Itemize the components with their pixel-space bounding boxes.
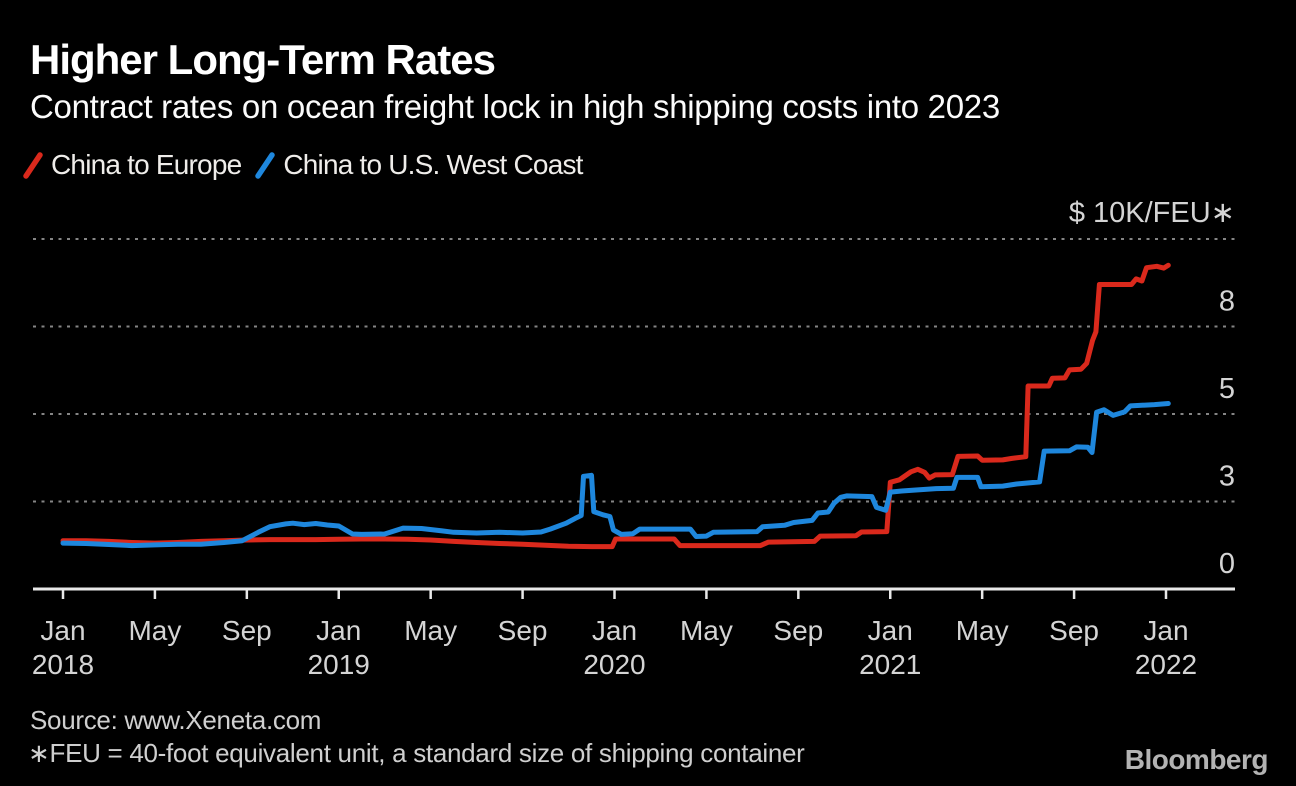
x-tick-label: Sep bbox=[498, 615, 548, 646]
legend-label-china-to-europe: China to Europe bbox=[51, 149, 242, 180]
x-tick-year-label: 2018 bbox=[32, 649, 94, 680]
footnote: ∗FEU = 40-foot equivalent unit, a standa… bbox=[28, 738, 805, 768]
x-tick-label: Sep bbox=[1049, 615, 1099, 646]
y-tick-label: 8 bbox=[1219, 286, 1235, 318]
legend-label-china-to-us-west-coast: China to U.S. West Coast bbox=[283, 149, 583, 180]
y-tick-label: 0 bbox=[1219, 548, 1235, 580]
series-line-china-to-europe bbox=[60, 262, 1171, 550]
x-tick-year-label: 2022 bbox=[1135, 649, 1197, 680]
y-axis-unit-label: $ 10K/FEU∗ bbox=[1069, 197, 1235, 229]
x-tick-year-label: 2020 bbox=[583, 649, 645, 680]
x-tick-label: Sep bbox=[773, 615, 823, 646]
legend: China to Europe China to U.S. West Coast bbox=[23, 148, 583, 182]
x-tick-label: May bbox=[956, 615, 1009, 646]
blue-series-slash-stroke bbox=[255, 152, 276, 179]
x-tick-year-label: 2021 bbox=[859, 649, 921, 680]
y-tick-label: 3 bbox=[1219, 461, 1235, 493]
x-tick-label: May bbox=[404, 615, 457, 646]
x-tick-year-label: 2019 bbox=[308, 649, 370, 680]
x-tick-label: Jan bbox=[1143, 615, 1188, 646]
x-tick-label: Jan bbox=[868, 615, 913, 646]
chart-subtitle: Contract rates on ocean freight lock in … bbox=[30, 88, 1000, 125]
chart-title: Higher Long-Term Rates bbox=[30, 36, 496, 83]
x-tick-label: Jan bbox=[40, 615, 85, 646]
source-line: Source: www.Xeneta.com bbox=[30, 705, 322, 735]
y-tick-label: 5 bbox=[1219, 373, 1235, 405]
x-tick-label: Jan bbox=[316, 615, 361, 646]
legend-item-china-to-us-west-coast: China to U.S. West Coast bbox=[255, 149, 583, 181]
x-tick-label: May bbox=[680, 615, 733, 646]
series-line-china-to-us-west-coast bbox=[60, 401, 1171, 549]
legend-item-china-to-europe: China to Europe bbox=[23, 149, 242, 181]
red-series-slash-icon bbox=[23, 152, 43, 179]
red-series-slash-stroke bbox=[23, 152, 43, 179]
blue-series-slash-icon bbox=[255, 152, 276, 179]
x-tick-label: Sep bbox=[222, 615, 272, 646]
x-tick-label: May bbox=[128, 615, 181, 646]
x-tick-label: Jan bbox=[592, 615, 637, 646]
bloomberg-logo: Bloomberg bbox=[1124, 744, 1269, 775]
